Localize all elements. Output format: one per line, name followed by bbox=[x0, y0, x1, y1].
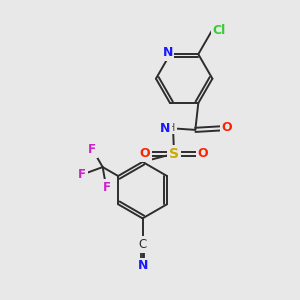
Text: H: H bbox=[167, 123, 175, 133]
Text: N: N bbox=[137, 260, 148, 272]
Text: F: F bbox=[103, 181, 111, 194]
Text: O: O bbox=[222, 121, 232, 134]
Text: C: C bbox=[138, 238, 147, 251]
Text: F: F bbox=[88, 143, 96, 156]
Text: N: N bbox=[160, 122, 170, 135]
Text: N: N bbox=[163, 46, 173, 59]
Text: S: S bbox=[169, 147, 179, 160]
Text: O: O bbox=[140, 147, 150, 160]
Text: Cl: Cl bbox=[212, 24, 226, 37]
Text: F: F bbox=[78, 168, 86, 181]
Text: O: O bbox=[197, 147, 208, 160]
